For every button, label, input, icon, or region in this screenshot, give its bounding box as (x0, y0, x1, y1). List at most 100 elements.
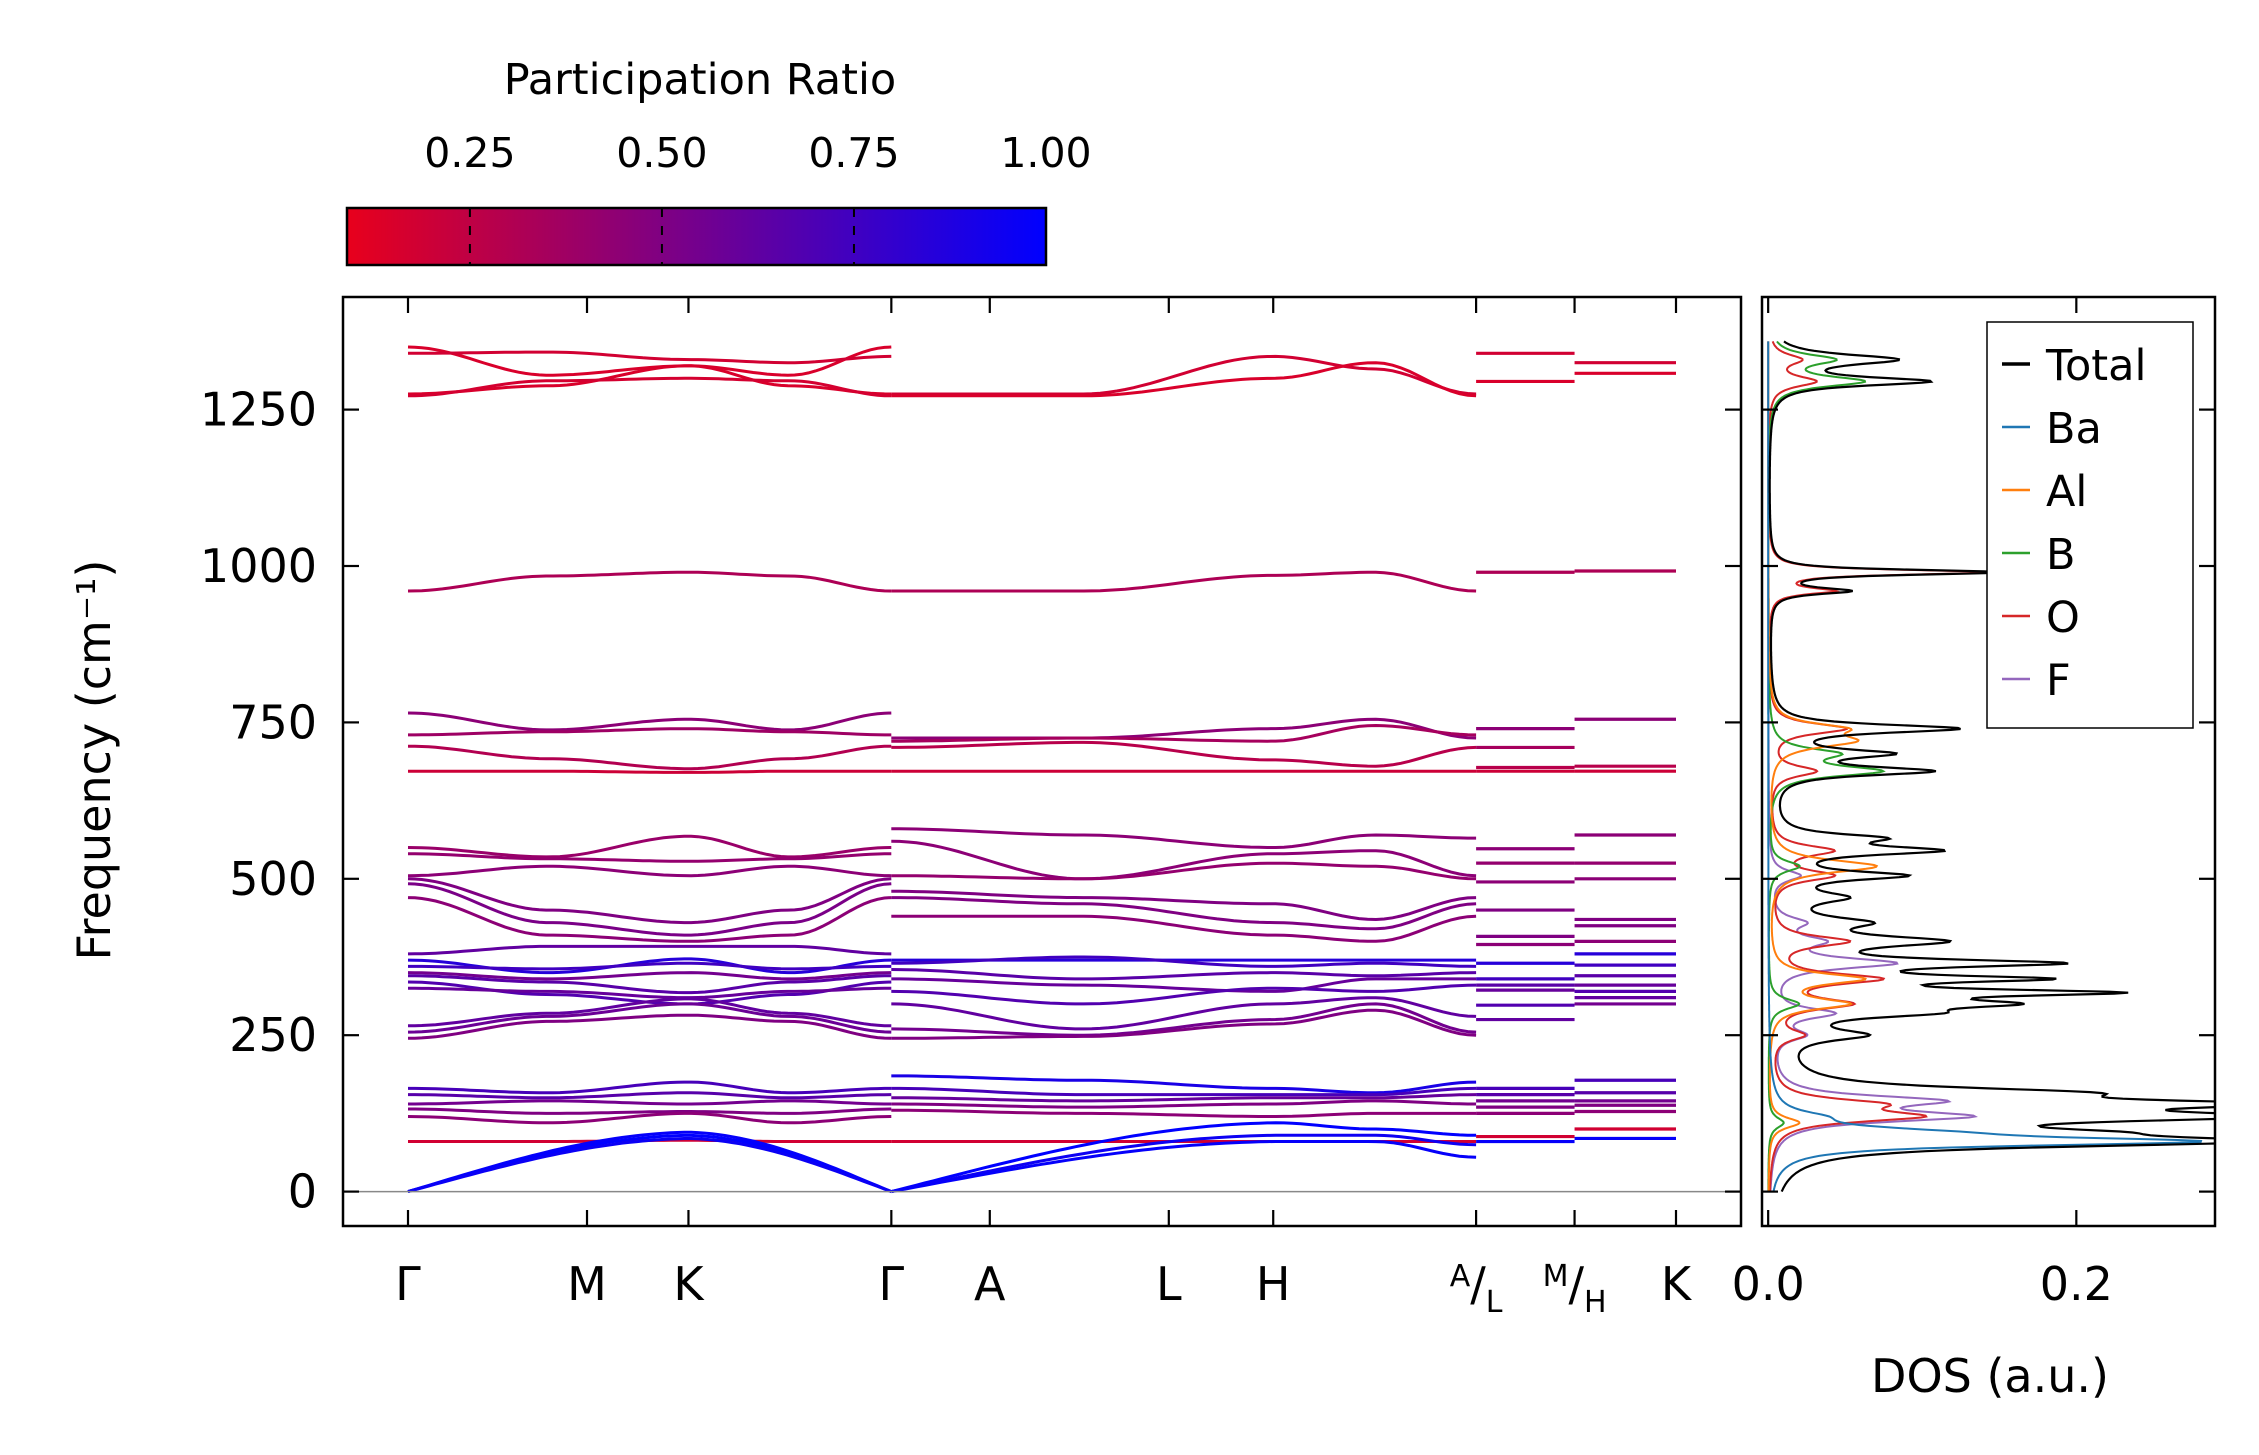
colorbar-title: Participation Ratio (504, 55, 897, 105)
band-line (407, 1111, 892, 1125)
band-line (891, 839, 1477, 881)
band-line (407, 1013, 892, 1040)
dos-x-tick-label: 0.0 (1732, 1257, 1805, 1311)
dos-x-axis-label: DOS (a.u.) (1871, 1349, 2109, 1403)
y-tick-label: 1250 (200, 383, 317, 437)
x-tick-label: K (673, 1257, 705, 1311)
x-tick-label: K (1661, 1257, 1693, 1311)
band-line (891, 361, 1477, 398)
band-line (891, 955, 1477, 968)
band-line (408, 961, 892, 971)
band-line (407, 896, 892, 943)
band-line (408, 1091, 892, 1100)
band-line (891, 354, 1477, 396)
x-tick-label: A (974, 1257, 1006, 1311)
band-line (891, 717, 1477, 740)
dos-line-ba (1767, 341, 2203, 1192)
legend-label: Al (2046, 467, 2087, 517)
colorbar: Participation Ratio 0.25 0.50 0.75 1.00 (345, 55, 1092, 267)
band-line (891, 570, 1477, 593)
dos-axis-ticks: 0.0 0.2 (1732, 297, 2215, 1311)
band-line (891, 861, 1477, 881)
x-tick-label: L (1156, 1257, 1182, 1311)
band-line (890, 1133, 1477, 1194)
y-tick-label: 250 (229, 1008, 317, 1062)
dos-legend: Total Ba Al BOF (1986, 321, 2194, 729)
legend-label: Ba (2046, 404, 2102, 454)
colorbar-gradient (345, 206, 1048, 267)
y-tick-label: 500 (229, 852, 317, 906)
band-line (891, 1140, 1477, 1194)
band-line (407, 364, 892, 396)
band-line (891, 1093, 1477, 1103)
band-line (891, 983, 1477, 1006)
y-tick-label: 1000 (200, 539, 317, 593)
band-structure-panel: 0 250 500 750 1000 1250 Γ M K Γ A L H A/L M/H K Frequen… (67, 295, 1743, 1320)
colorbar-tick-label: 0.25 (424, 129, 515, 177)
x-tick-label: H (1256, 1257, 1291, 1311)
colorbar-tick-labels: 0.25 0.50 0.75 1.00 (424, 129, 1091, 177)
band-line (407, 877, 892, 925)
legend-box (1986, 321, 2194, 729)
band-line (891, 996, 1477, 1031)
band-line (407, 1137, 892, 1194)
legend-label: F (2046, 656, 2071, 706)
band-line (408, 986, 892, 1000)
legend-label: B (2046, 530, 2076, 580)
band-line (408, 744, 892, 771)
x-tick-label: Γ (395, 1257, 421, 1311)
x-tick-label: Γ (879, 1257, 905, 1311)
dos-line-total (1768, 340, 2215, 1193)
band-line (408, 769, 892, 774)
band-line (407, 882, 892, 937)
band-line (891, 723, 1477, 743)
band-line (408, 727, 892, 737)
band-line (891, 1108, 1477, 1118)
band-line (891, 827, 1477, 849)
dos-panel: 0.0 0.2 DOS (a.u.) Total Ba Al BOF (1732, 295, 2217, 1403)
band-line (891, 889, 1477, 922)
dos-lines (1767, 340, 2215, 1193)
band-line (407, 711, 892, 732)
x-tick-label: A/L (1450, 1257, 1503, 1320)
band-line (407, 864, 892, 878)
band-line (408, 974, 892, 995)
band-line (891, 1074, 1477, 1095)
band-line (891, 1099, 1477, 1109)
band-line (891, 1086, 1477, 1097)
band-line (407, 570, 892, 593)
band-line (407, 997, 892, 1028)
legend-label: O (2046, 593, 2080, 643)
colorbar-tick-label: 0.50 (616, 129, 707, 177)
dos-x-tick-label: 0.2 (2040, 1257, 2113, 1311)
band-line (407, 1002, 892, 1034)
band-line (408, 376, 892, 398)
band-line (407, 944, 892, 956)
x-tick-label: M/H (1543, 1257, 1607, 1320)
y-tick-label: 750 (229, 695, 317, 749)
band-line (891, 968, 1477, 981)
band-line (407, 971, 892, 981)
y-axis-label: Frequency (cm⁻¹) (67, 560, 121, 961)
band-line (891, 740, 1477, 768)
dos-axes-frame (1760, 295, 2217, 1228)
band-line (891, 1008, 1477, 1040)
legend-label: Total (2045, 341, 2146, 391)
band-line (407, 345, 892, 377)
band-line (890, 1121, 1477, 1194)
x-tick-label: M (567, 1257, 607, 1311)
band-lines (407, 345, 1676, 1194)
band-line (408, 1099, 892, 1106)
band-line (408, 350, 892, 365)
y-tick-label: 0 (288, 1165, 317, 1219)
band-axis-ticks: 0 250 500 750 1000 1250 Γ M K Γ A L H A/L M/H K (200, 297, 1741, 1320)
colorbar-tick-label: 0.75 (808, 129, 899, 177)
band-line (407, 834, 892, 859)
band-line (891, 977, 1477, 993)
band-line (408, 1080, 892, 1095)
band-line (408, 852, 892, 863)
colorbar-tick-label: 1.00 (1000, 129, 1091, 177)
band-line (891, 1002, 1477, 1037)
band-line (891, 896, 1477, 931)
